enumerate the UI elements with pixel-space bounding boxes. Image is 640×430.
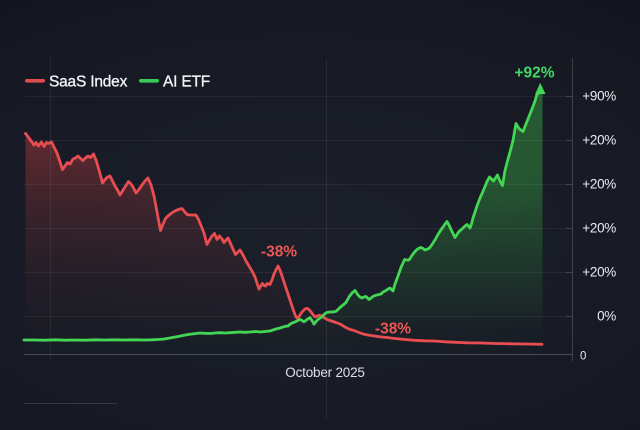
svg-text:+20%: +20% <box>582 177 616 192</box>
svg-text:+20%: +20% <box>582 265 616 280</box>
svg-text:+20%: +20% <box>582 221 616 236</box>
svg-text:+92%: +92% <box>514 65 554 82</box>
svg-text:-38%: -38% <box>261 244 297 261</box>
svg-text:SaaS Index: SaaS Index <box>49 74 128 91</box>
svg-text:+20%: +20% <box>582 133 616 148</box>
svg-text:0%: 0% <box>597 309 616 324</box>
svg-text:AI ETF: AI ETF <box>163 74 210 91</box>
svg-text:+90%: +90% <box>582 89 616 104</box>
svg-text:-38%: -38% <box>375 321 411 338</box>
svg-text:0: 0 <box>580 351 586 363</box>
svg-text:October 2025: October 2025 <box>285 365 364 380</box>
